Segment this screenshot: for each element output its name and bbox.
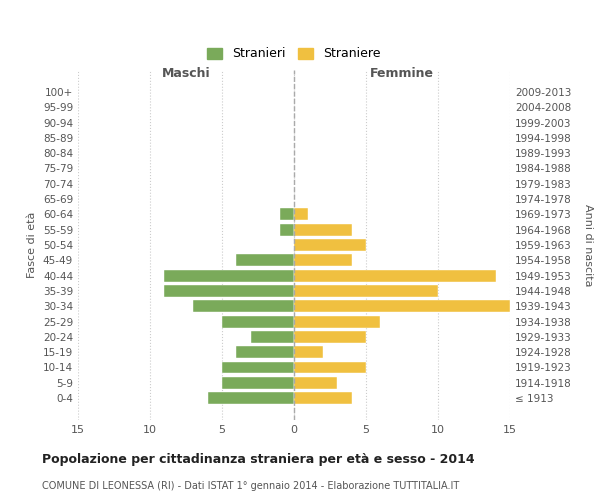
Y-axis label: Fasce di età: Fasce di età <box>28 212 37 278</box>
Bar <box>294 239 366 251</box>
Bar <box>294 346 323 358</box>
Y-axis label: Anni di nascita: Anni di nascita <box>583 204 593 286</box>
Bar <box>294 208 308 220</box>
Bar <box>222 362 294 374</box>
Bar <box>294 331 366 343</box>
Bar <box>208 392 294 404</box>
Bar <box>294 300 510 312</box>
Bar <box>193 300 294 312</box>
Bar <box>236 254 294 266</box>
Text: COMUNE DI LEONESSA (RI) - Dati ISTAT 1° gennaio 2014 - Elaborazione TUTTITALIA.I: COMUNE DI LEONESSA (RI) - Dati ISTAT 1° … <box>42 481 459 491</box>
Bar <box>294 254 352 266</box>
Bar <box>222 377 294 389</box>
Bar <box>236 346 294 358</box>
Bar <box>294 285 438 297</box>
Bar <box>294 362 366 374</box>
Bar <box>164 270 294 281</box>
Bar <box>164 285 294 297</box>
Bar <box>251 331 294 343</box>
Bar <box>280 208 294 220</box>
Bar <box>294 316 380 328</box>
Text: Maschi: Maschi <box>161 66 211 80</box>
Bar <box>294 224 352 235</box>
Legend: Stranieri, Straniere: Stranieri, Straniere <box>201 41 387 66</box>
Bar <box>294 377 337 389</box>
Bar <box>222 316 294 328</box>
Bar <box>294 392 352 404</box>
Bar <box>294 270 496 281</box>
Text: Femmine: Femmine <box>370 66 434 80</box>
Text: Popolazione per cittadinanza straniera per età e sesso - 2014: Popolazione per cittadinanza straniera p… <box>42 452 475 466</box>
Bar <box>280 224 294 235</box>
